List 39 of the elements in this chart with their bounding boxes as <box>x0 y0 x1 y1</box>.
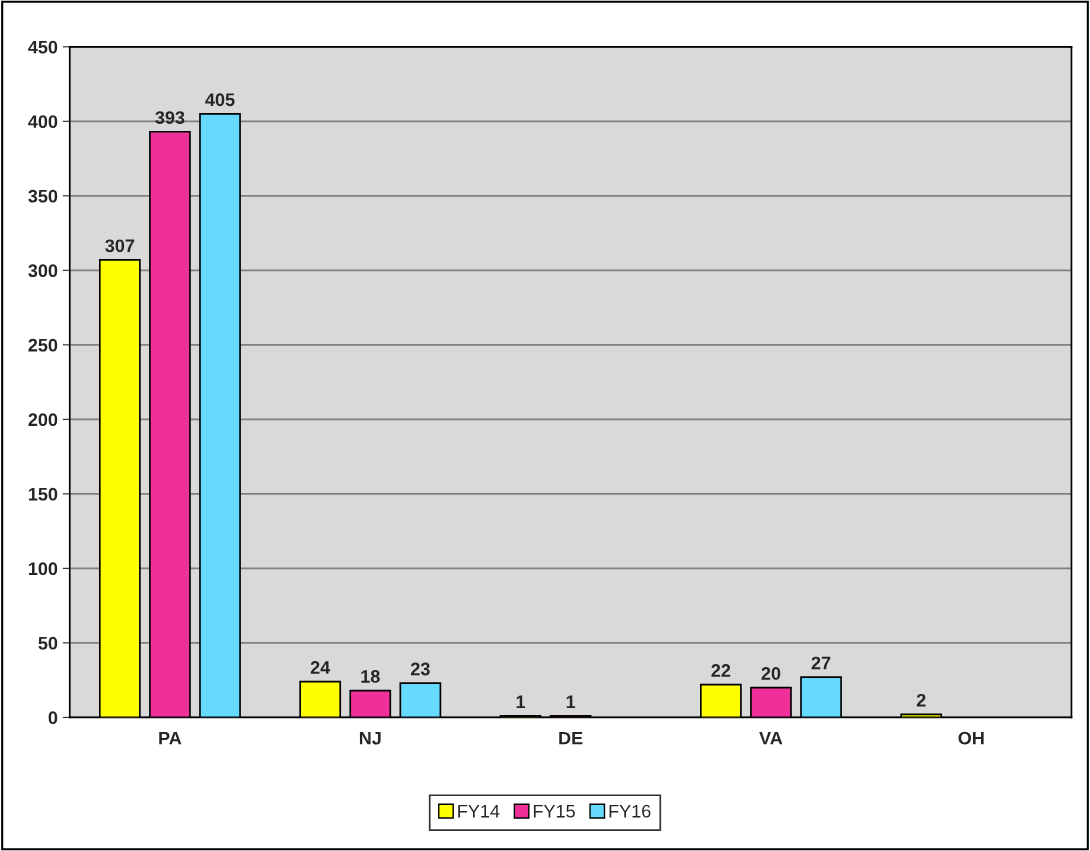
legend-label: FY15 <box>533 805 575 818</box>
y-tick-label: 100 <box>28 562 58 576</box>
bar <box>800 676 842 718</box>
y-tick-label: 300 <box>28 264 58 278</box>
data-label: 2 <box>916 693 926 707</box>
data-label: 1 <box>566 695 576 708</box>
bar <box>399 682 442 718</box>
bar <box>299 680 342 718</box>
y-tick-label: 400 <box>28 115 58 129</box>
bar <box>700 683 742 718</box>
data-label: 405 <box>205 93 235 107</box>
data-label: 393 <box>155 111 185 125</box>
x-tick-label: NJ <box>359 731 381 745</box>
data-label: 307 <box>105 239 135 253</box>
data-label: 27 <box>811 656 831 670</box>
data-label: 1 <box>516 695 526 708</box>
y-tick-label: 50 <box>38 636 58 650</box>
data-label: 20 <box>761 667 781 680</box>
bar <box>149 130 191 718</box>
legend-label: FY16 <box>609 804 651 818</box>
x-tick-label: PA <box>159 731 182 745</box>
x-tick-label: OH <box>958 731 984 745</box>
y-tick-label: 0 <box>48 711 58 725</box>
data-label: 23 <box>410 662 430 676</box>
legend-label: FY14 <box>458 805 500 818</box>
y-tick-label: 150 <box>28 487 58 501</box>
bar <box>750 686 792 718</box>
data-label: 22 <box>711 664 731 677</box>
x-tick-label: DE <box>559 731 583 745</box>
y-tick-label: 200 <box>28 413 58 427</box>
data-label: 24 <box>310 661 331 674</box>
bar <box>349 689 392 718</box>
data-label: 18 <box>361 670 380 683</box>
x-tick-label: VA <box>759 731 783 745</box>
y-tick-label: 350 <box>28 189 58 203</box>
bar <box>98 259 141 718</box>
y-tick-label: 450 <box>28 40 58 54</box>
bar <box>199 113 241 718</box>
y-tick-label: 250 <box>28 338 58 352</box>
